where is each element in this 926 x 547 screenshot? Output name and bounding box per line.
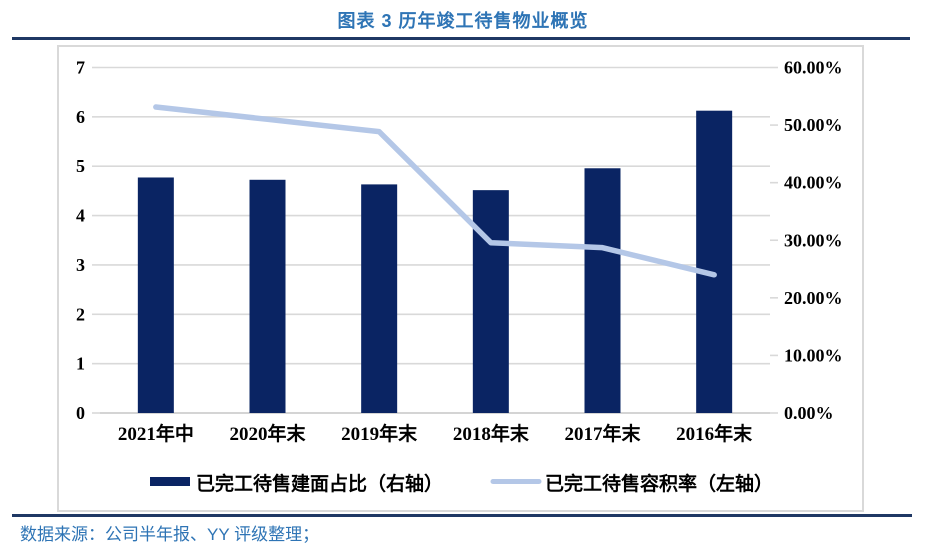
data-source-note: 数据来源：公司半年报、YY 评级整理； [20,525,320,544]
left-axis-tick-label: 3 [76,255,85,275]
bar-2017年末 [584,168,621,413]
right-axis-tick-label: 0.00% [784,403,834,423]
left-axis-tick-label: 7 [76,58,85,78]
top-divider-rule [12,37,910,40]
bar-2018年末 [472,190,509,413]
right-axis-tick-label: 40.00% [784,173,843,193]
right-axis-tick-label: 20.00% [784,288,843,308]
bar-2016年末 [696,110,733,413]
left-axis-tick-label: 0 [76,403,85,423]
x-axis-label: 2017年末 [564,422,641,445]
x-axis-label: 2021年中 [118,422,194,445]
right-axis-tick-label: 30.00% [784,230,843,250]
x-axis-label: 2016年末 [676,422,753,445]
x-axis-label: 2019年末 [341,422,418,445]
left-axis-tick-label: 6 [76,107,85,127]
x-axis-label: 2020年末 [229,422,306,445]
right-axis-tick-label: 60.00% [784,58,843,78]
left-axis-tick-label: 1 [76,354,85,374]
bottom-divider-rule [12,514,912,517]
legend-bar-swatch [150,477,190,486]
right-axis-tick-label: 50.00% [784,115,843,135]
bar-2019年末 [361,184,398,413]
bar-2020年末 [249,179,286,413]
chart-title: 图表 3 历年竣工待售物业概览 [337,11,589,31]
left-axis-tick-label: 5 [76,156,85,176]
x-axis-label: 2018年末 [453,422,530,445]
legend-line-label: 已完工待售容积率（左轴） [545,472,773,495]
right-axis-tick-label: 10.00% [784,345,843,365]
trend-line [153,104,717,278]
left-axis-tick-label: 4 [76,206,85,226]
legend-bar-label: 已完工待售建面占比（右轴） [196,472,443,495]
left-axis-tick-label: 2 [76,304,85,324]
bar-2021年中 [137,177,174,413]
